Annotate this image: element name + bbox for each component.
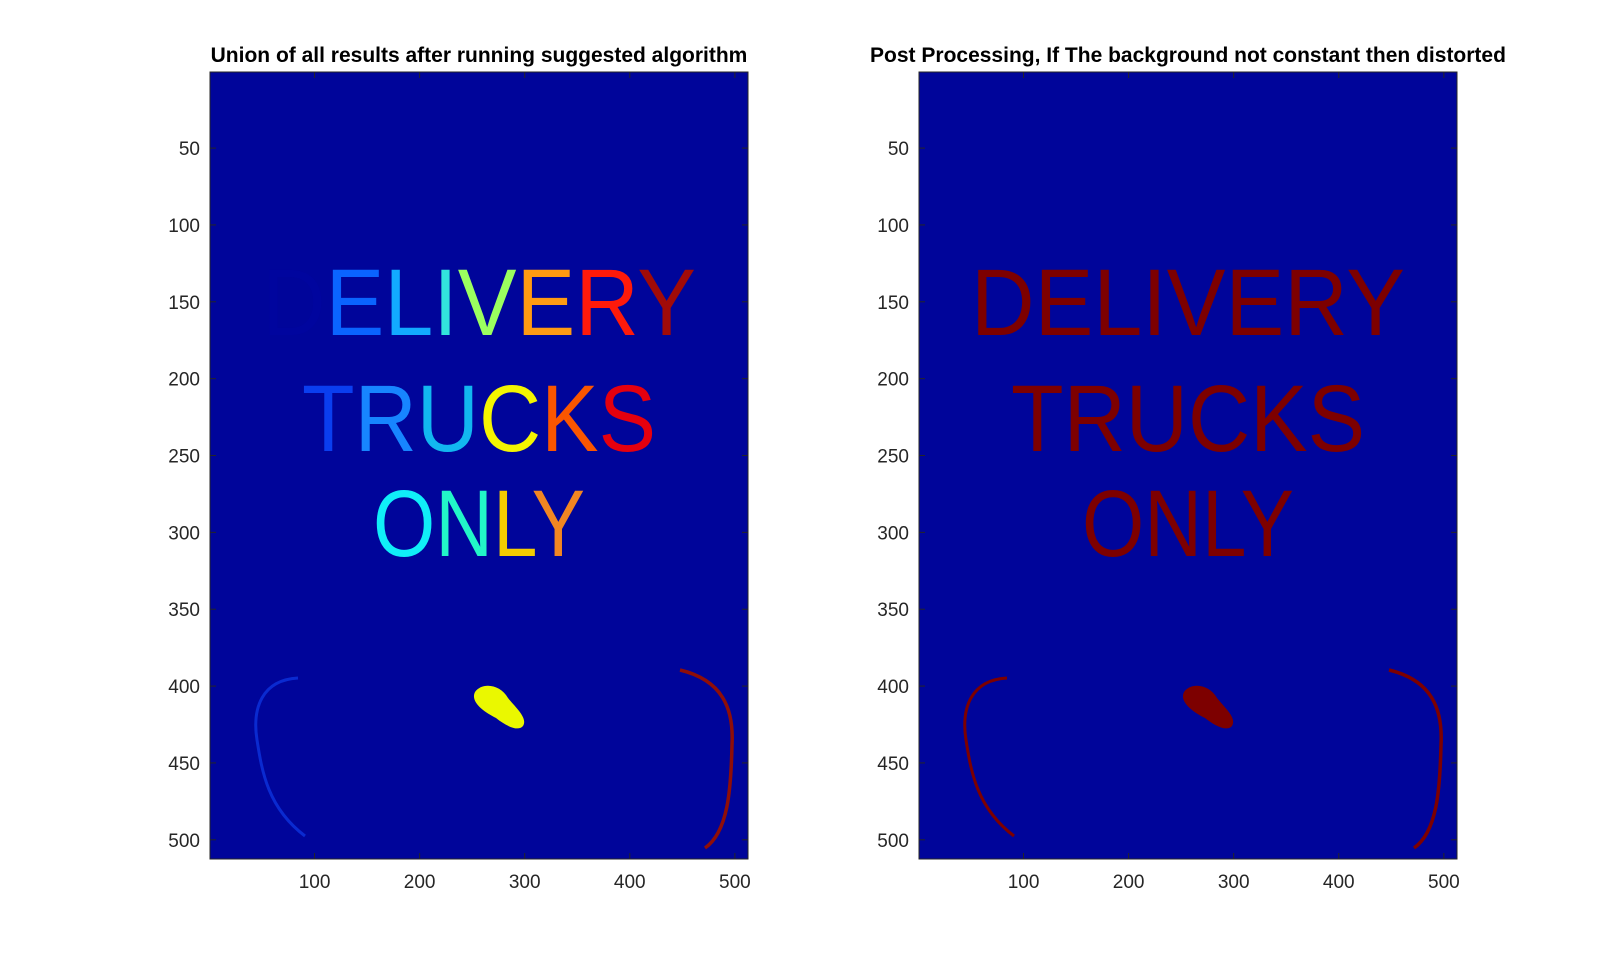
y-tick-label: 100 <box>168 216 200 237</box>
image-letter: L <box>493 471 535 577</box>
image-text-line: TRUCKS <box>302 366 656 472</box>
y-tick-label: 350 <box>168 600 200 621</box>
image-text-line: ONLY <box>373 471 585 577</box>
y-tick-label: 200 <box>877 370 909 391</box>
y-tick-label: 300 <box>877 523 909 544</box>
blob-mark <box>473 685 525 729</box>
image-letter: Y <box>1241 471 1294 577</box>
y-tick-label: 250 <box>877 447 909 468</box>
x-tick-label: 400 <box>1323 872 1355 893</box>
image-text-line: DELIVERY <box>262 250 696 356</box>
x-tick-label: 500 <box>719 872 751 893</box>
panel-title: Post Processing, If The background not c… <box>870 44 1506 67</box>
image-letter: T <box>302 366 355 472</box>
image-letter: C <box>1188 366 1250 472</box>
x-tick-label: 500 <box>1428 872 1460 893</box>
x-tick-label: 200 <box>1113 872 1145 893</box>
image-letter: T <box>1011 366 1064 472</box>
image-letter: O <box>373 471 435 577</box>
y-tick-label: 450 <box>168 754 200 775</box>
axes-frame <box>209 71 749 860</box>
image-letter: E <box>517 250 576 356</box>
image-letter: R <box>575 250 637 356</box>
image-letter: Y <box>1346 250 1405 356</box>
image-letter: R <box>1064 366 1126 472</box>
x-tick-label: 400 <box>614 872 646 893</box>
image-letter: U <box>1126 366 1188 472</box>
image-letter: O <box>1082 471 1144 577</box>
y-tick-label: 400 <box>168 677 200 698</box>
y-tick-label: 350 <box>877 600 909 621</box>
image-letter: E <box>1035 250 1094 356</box>
y-tick-label: 50 <box>888 139 909 160</box>
image-letter: U <box>417 366 479 472</box>
image-area <box>210 72 748 859</box>
image-letter: Y <box>637 250 696 356</box>
image-letter: V <box>1167 250 1226 356</box>
panel-2: Post Processing, If The background not c… <box>870 44 1506 893</box>
image-text-line: DELIVERY <box>971 250 1405 356</box>
y-tick-label: 150 <box>168 293 200 314</box>
y-tick-label: 250 <box>168 447 200 468</box>
y-tick-label: 50 <box>179 139 200 160</box>
panel-1: Union of all results after running sugge… <box>168 44 750 893</box>
blob-mark <box>1182 685 1234 729</box>
image-letter: I <box>1142 250 1166 356</box>
right-arc-mark <box>1388 668 1443 850</box>
image-letter: R <box>1284 250 1346 356</box>
y-tick-label: 150 <box>877 293 909 314</box>
y-tick-label: 100 <box>877 216 909 237</box>
panel-title: Union of all results after running sugge… <box>211 44 748 67</box>
left-arc-mark <box>254 676 306 838</box>
axes-frame <box>918 71 1458 860</box>
x-tick-label: 300 <box>509 872 541 893</box>
y-tick-label: 400 <box>877 677 909 698</box>
image-text-line: TRUCKS <box>1011 366 1365 472</box>
left-arc-mark <box>963 676 1015 838</box>
image-letter: D <box>971 250 1035 356</box>
x-tick-label: 100 <box>1008 872 1040 893</box>
image-letter: S <box>1308 366 1365 472</box>
image-letter: C <box>479 366 541 472</box>
y-tick-label: 450 <box>877 754 909 775</box>
image-letter: N <box>435 471 493 577</box>
x-tick-label: 100 <box>299 872 331 893</box>
y-tick-label: 300 <box>168 523 200 544</box>
image-letter: K <box>1250 366 1307 472</box>
image-area <box>919 72 1457 859</box>
image-letter: K <box>541 366 598 472</box>
image-letter: E <box>1226 250 1285 356</box>
image-letter: L <box>384 250 433 356</box>
x-tick-label: 200 <box>404 872 436 893</box>
y-tick-label: 500 <box>877 831 909 852</box>
image-text-line: ONLY <box>1082 471 1294 577</box>
image-letter: Y <box>532 471 585 577</box>
image-letter: D <box>262 250 326 356</box>
x-tick-label: 300 <box>1218 872 1250 893</box>
right-arc-mark <box>679 668 734 850</box>
image-letter: L <box>1093 250 1142 356</box>
image-letter: E <box>326 250 385 356</box>
y-tick-label: 200 <box>168 370 200 391</box>
image-letter: V <box>458 250 517 356</box>
image-letter: L <box>1202 471 1244 577</box>
y-tick-label: 500 <box>168 831 200 852</box>
image-letter: I <box>433 250 457 356</box>
image-letter: R <box>355 366 417 472</box>
image-letter: N <box>1144 471 1202 577</box>
image-letter: S <box>599 366 656 472</box>
